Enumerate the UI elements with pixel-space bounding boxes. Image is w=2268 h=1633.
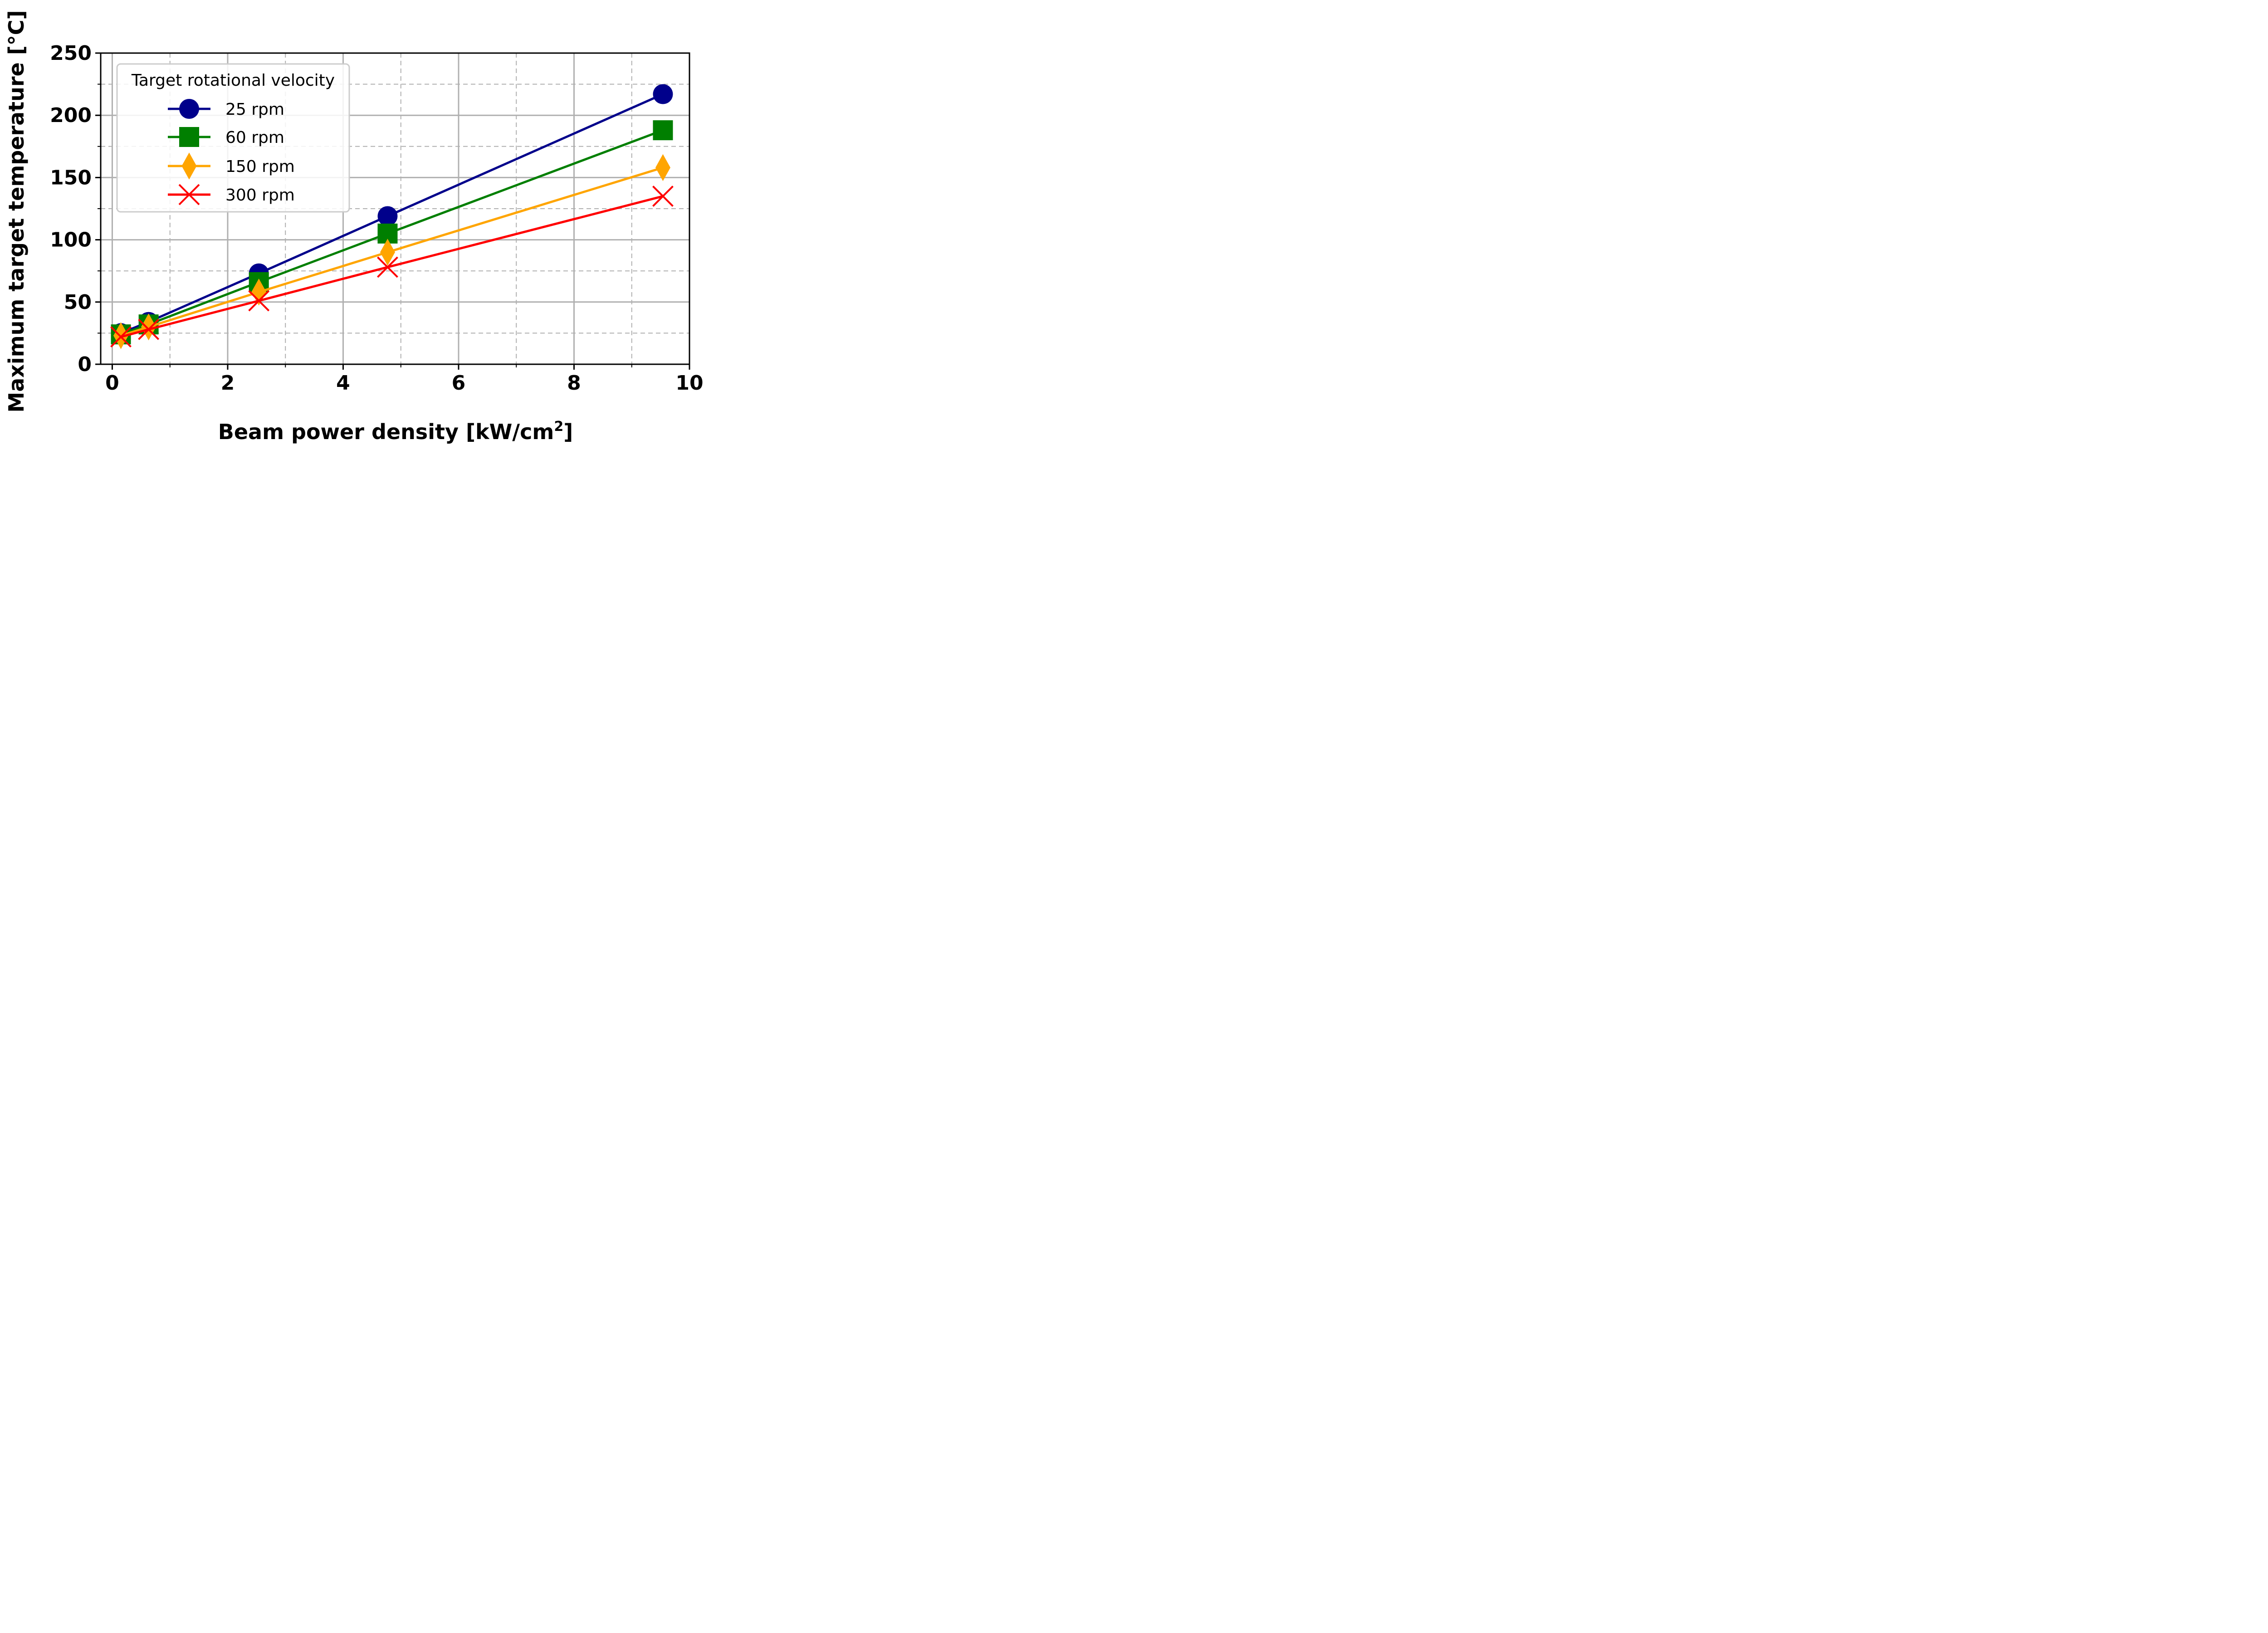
y-tick-label: 0 <box>78 353 92 376</box>
marker-x-stroke <box>178 184 200 205</box>
data-point-x <box>110 326 132 348</box>
marker-x-stroke <box>248 290 270 312</box>
y-axis-label: Maximum target temperature [°C] <box>4 10 29 412</box>
x-axis-label-end: ] <box>563 420 573 444</box>
y-tick-label: 50 <box>64 291 92 314</box>
legend-entry: 25 rpm <box>168 99 284 119</box>
legend-marker-x <box>178 184 200 205</box>
x-axis-label-main: Beam power density [kW/cm <box>218 420 554 444</box>
marker-x-stroke <box>652 186 674 207</box>
marker-x-stroke <box>377 256 398 278</box>
data-point-x <box>138 318 160 340</box>
legend-marker-square <box>179 127 199 147</box>
x-tick-label: 4 <box>336 372 350 395</box>
series-layer <box>110 84 674 349</box>
data-point-circle <box>377 206 398 226</box>
data-point-circle <box>653 84 673 104</box>
x-tick-label: 0 <box>105 372 119 395</box>
x-tick-label: 10 <box>675 372 703 395</box>
data-point-diamond <box>141 313 156 341</box>
legend-entry: 60 rpm <box>168 127 284 147</box>
x-tick-label: 2 <box>221 372 235 395</box>
series-3 <box>113 154 670 349</box>
y-tick-label: 100 <box>50 229 92 252</box>
legend-entry: 150 rpm <box>168 152 295 180</box>
marker-x-stroke <box>110 326 132 348</box>
legend-box <box>116 63 350 213</box>
data-point-x <box>248 290 270 312</box>
legend-label: 300 rpm <box>225 186 295 205</box>
legend-title: Target rotational velocity <box>131 71 335 90</box>
y-tick-label: 200 <box>50 104 92 127</box>
data-point-diamond <box>380 239 395 266</box>
x-tick-label: 8 <box>567 372 581 395</box>
x-axis-label-superscript: 2 <box>554 419 563 435</box>
legend-marker-diamond <box>181 152 197 180</box>
marker-x-stroke <box>138 318 160 340</box>
y-tick-label: 150 <box>50 166 92 189</box>
legend-marker-circle <box>179 99 199 119</box>
legend-entry: 300 rpm <box>168 184 295 205</box>
data-point-square <box>653 120 673 141</box>
legend-label: 25 rpm <box>225 100 284 119</box>
x-tick-label: 6 <box>452 372 466 395</box>
data-point-x <box>652 186 674 207</box>
legend-label: 60 rpm <box>225 128 284 147</box>
series-4 <box>110 186 674 348</box>
data-point-x <box>377 256 398 278</box>
legend: Target rotational velocity 25 rpm 60 rpm 15… <box>116 63 350 213</box>
x-axis-label: Beam power density [kW/cm2] <box>218 419 573 444</box>
data-point-diamond <box>655 154 670 181</box>
y-tick-label: 250 <box>50 42 92 65</box>
axes <box>95 52 690 370</box>
legend-label: 150 rpm <box>225 157 295 176</box>
